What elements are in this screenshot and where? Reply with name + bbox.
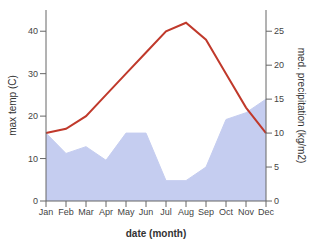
svg-text:Dec: Dec bbox=[258, 207, 275, 217]
svg-text:Feb: Feb bbox=[58, 207, 74, 217]
svg-text:20: 20 bbox=[274, 60, 284, 70]
svg-text:Oct: Oct bbox=[219, 207, 234, 217]
svg-text:40: 40 bbox=[28, 26, 38, 36]
svg-text:15: 15 bbox=[274, 94, 284, 104]
svg-text:Apr: Apr bbox=[99, 207, 113, 217]
svg-text:25: 25 bbox=[274, 26, 284, 36]
svg-text:Jun: Jun bbox=[139, 207, 154, 217]
svg-text:20: 20 bbox=[28, 111, 38, 121]
svg-text:max temp (C): max temp (C) bbox=[8, 75, 18, 136]
svg-text:date (month): date (month) bbox=[126, 228, 187, 239]
svg-text:May: May bbox=[117, 207, 135, 217]
svg-text:med. precipitation (kg/m2): med. precipitation (kg/m2) bbox=[296, 48, 307, 164]
svg-text:10: 10 bbox=[28, 154, 38, 164]
svg-text:0: 0 bbox=[33, 196, 38, 206]
svg-text:Aug: Aug bbox=[178, 207, 194, 217]
svg-text:10: 10 bbox=[274, 128, 284, 138]
svg-text:Sep: Sep bbox=[198, 207, 214, 217]
svg-text:Jul: Jul bbox=[160, 207, 172, 217]
svg-text:Nov: Nov bbox=[238, 207, 255, 217]
svg-text:5: 5 bbox=[274, 162, 279, 172]
svg-text:30: 30 bbox=[28, 69, 38, 79]
svg-text:Mar: Mar bbox=[78, 207, 94, 217]
svg-text:Jan: Jan bbox=[39, 207, 54, 217]
svg-text:0: 0 bbox=[274, 196, 279, 206]
